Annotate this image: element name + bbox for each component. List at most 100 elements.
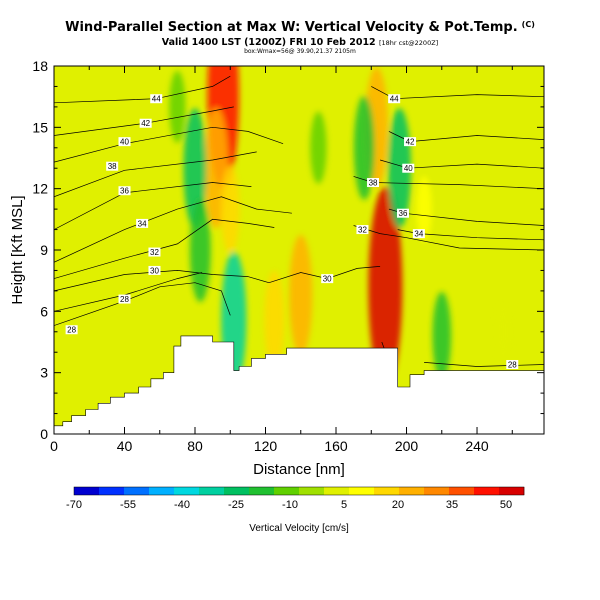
theta-contour (424, 362, 544, 367)
contour-label: 38 (108, 162, 117, 171)
colorbar-tick-label: -55 (120, 499, 136, 511)
contour-label-bg (367, 178, 380, 188)
contour-label-bg (396, 208, 409, 218)
contour-label: 30 (150, 266, 159, 275)
theta-contour (54, 196, 292, 263)
theta-contour (54, 75, 231, 104)
colorbar-swatch (349, 487, 375, 495)
y-tick-label: 9 (40, 242, 48, 258)
colorbar-swatch (424, 487, 450, 495)
x-axis-label: Distance [nm] (253, 461, 345, 478)
colorbar-swatch (324, 487, 350, 495)
vv-cell (264, 270, 285, 369)
contour-label: 44 (152, 95, 161, 104)
chart-title-text: Wind-Parallel Section at Max W: Vertical… (65, 20, 518, 35)
contour-label-bg (65, 325, 78, 335)
contour-label-bg (321, 274, 334, 284)
contour-label: 28 (508, 360, 517, 369)
colorbar-swatch (299, 487, 325, 495)
terrain (54, 335, 544, 434)
colorbar-tick-label: -70 (66, 499, 82, 511)
contour-label: 44 (390, 95, 399, 104)
colorbar-swatch (74, 487, 100, 495)
contour-label-bg (118, 137, 131, 147)
theta-contour (371, 86, 544, 100)
contour-label-bg (136, 218, 149, 228)
contour-label-bg (139, 118, 152, 128)
colorbar-swatch (149, 487, 175, 495)
contour-label-bg (506, 359, 519, 369)
chart-title: Wind-Parallel Section at Max W: Vertical… (0, 20, 600, 35)
contour-label: 28 (67, 326, 76, 335)
y-tick-label: 18 (32, 58, 48, 74)
x-tick-label: 80 (187, 438, 203, 454)
contour-label: 34 (138, 219, 147, 228)
forecast-info: [18hr cst@2200Z] (378, 39, 439, 47)
colorbar-tick-label: 20 (392, 499, 404, 511)
contour-label-bg (106, 161, 119, 171)
contour-label: 36 (399, 209, 408, 218)
theta-contour (388, 131, 544, 142)
colorbar-swatch (449, 487, 475, 495)
contour-label-bg (404, 137, 417, 147)
contour-label-bg (402, 163, 415, 173)
colorbar-swatch (399, 487, 425, 495)
theta-contour (54, 270, 270, 292)
max-info-line: box:Wmax=56@ 39.90,21.37 2105m (244, 48, 356, 55)
colorbar-swatch (199, 487, 225, 495)
theta-contour (380, 159, 544, 169)
vv-cell (310, 111, 327, 184)
contour-label-bg (118, 186, 131, 196)
colorbar-tick-label: -40 (174, 499, 190, 511)
theta-contour (54, 151, 257, 198)
colorbar-swatch (374, 487, 400, 495)
colorbar-tick-label: 35 (446, 499, 458, 511)
contour-label: 28 (120, 295, 129, 304)
vv-cell (220, 165, 240, 254)
vv-cell (289, 234, 313, 355)
contour-label: 32 (150, 248, 159, 257)
vv-cell (353, 95, 375, 200)
x-tick-label: 120 (254, 438, 278, 454)
vv-cell (416, 176, 432, 242)
colorbar: -70 -55 -40 -25 -10 5 20 35 50 (66, 486, 525, 511)
vv-cell (169, 70, 186, 143)
x-tick-label: 40 (117, 438, 133, 454)
x-tick-label: 200 (395, 438, 419, 454)
vv-cell (432, 291, 452, 380)
colorbar-swatch (99, 487, 125, 495)
chart-subtitle: Valid 1400 LST (1200Z) FRI 10 Feb 2012 [… (0, 37, 600, 48)
y-axis-label: Height [Kft MSL] (9, 195, 26, 304)
colorbar-swatch (499, 487, 525, 495)
contour-label: 42 (406, 138, 415, 147)
contour-label-bg (118, 294, 131, 304)
colorbar-swatch (124, 487, 150, 495)
colorbar-tick-label: 50 (500, 499, 512, 511)
theta-contour (54, 106, 234, 136)
x-tick-label: 240 (465, 438, 489, 454)
colorbar-swatch (224, 487, 250, 495)
contour-label-bg (150, 94, 163, 104)
contour-label-bg (148, 265, 161, 275)
theta-contour (54, 282, 231, 326)
contour-label-bg (412, 229, 425, 239)
vv-cell (368, 186, 403, 387)
x-tick-label: 0 (50, 438, 58, 454)
contour-label-bg (356, 225, 369, 235)
vv-cell (496, 302, 511, 362)
theta-contour (353, 225, 544, 251)
colorbar-swatch (274, 487, 300, 495)
colorbar-swatch (474, 487, 500, 495)
contour-label: 34 (414, 230, 423, 239)
valid-time: Valid 1400 LST (1200Z) FRI 10 Feb 2012 (161, 37, 376, 48)
y-tick-label: 6 (40, 303, 48, 319)
x-tick-label: 160 (324, 438, 348, 454)
contour-label: 32 (358, 226, 367, 235)
contour-label: 40 (120, 138, 129, 147)
contour-label-bg (148, 247, 161, 257)
theta-contour (388, 208, 544, 226)
theta-contour (54, 218, 275, 279)
contour-label: 36 (120, 187, 129, 196)
contour-label-bg (388, 94, 401, 104)
